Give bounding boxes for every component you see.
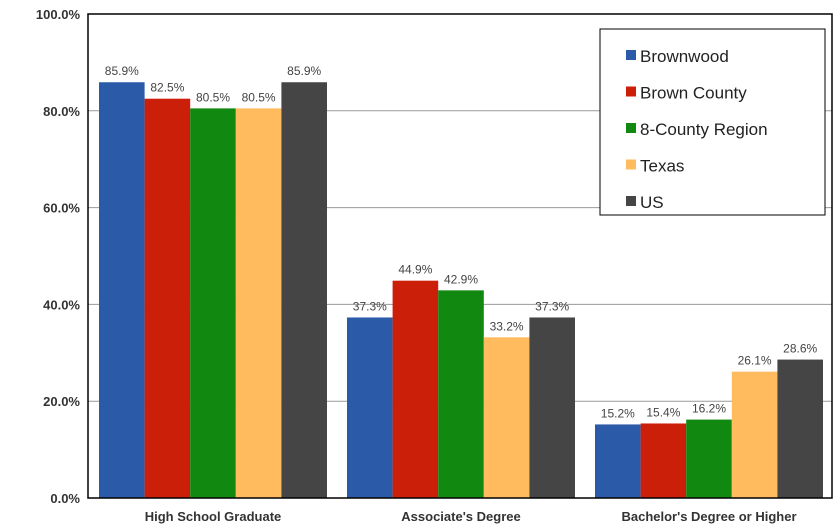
bar [235, 108, 282, 498]
bar [777, 359, 823, 498]
data-label: 44.9% [398, 263, 432, 277]
legend: Brownwood Brown County 8-County Region Texa… [599, 28, 826, 216]
data-label: 16.2% [692, 402, 726, 416]
y-tick-label: 60.0% [43, 201, 80, 216]
legend-swatch [626, 50, 636, 60]
bar [99, 82, 145, 498]
y-tick-label: 100.0% [36, 7, 81, 22]
data-label: 15.4% [646, 405, 680, 419]
bars [99, 82, 823, 498]
bar [392, 280, 439, 498]
bar [640, 423, 687, 498]
legend-swatch [626, 196, 636, 206]
data-label: 37.3% [535, 299, 569, 313]
bar [190, 108, 236, 498]
x-axis-categories: High School Graduate Associate's Degree Ba… [145, 509, 797, 524]
data-label: 15.2% [601, 406, 635, 420]
bar [281, 82, 327, 498]
category-label: Associate's Degree [401, 509, 520, 524]
bar [529, 317, 575, 498]
data-label: 28.6% [783, 342, 817, 356]
legend-box [599, 28, 826, 216]
y-tick-label: 80.0% [43, 104, 80, 119]
bar [438, 290, 484, 498]
category-label: Bachelor's Degree or Higher [621, 509, 796, 524]
y-axis-ticks: 0.0% 20.0% 40.0% 60.0% 80.0% 100.0% [36, 7, 81, 506]
data-label: 80.5% [242, 90, 276, 104]
y-tick-label: 40.0% [43, 297, 80, 312]
plot-frame [87, 13, 833, 499]
bar [347, 317, 393, 498]
legend-label: US [640, 193, 664, 212]
data-label: 42.9% [444, 272, 478, 286]
bar [595, 424, 641, 498]
legend-swatch [626, 86, 636, 97]
legend-label: 8-County Region [640, 120, 768, 139]
data-label: 37.3% [353, 299, 387, 313]
data-label: 33.2% [490, 319, 524, 333]
legend-label: Brownwood [640, 47, 729, 66]
data-labels: 85.9% 82.5% 80.5% 80.5% 85.9% 37.3% 44.9% 42.9%… [105, 64, 818, 420]
legend-label: Brown County [640, 84, 747, 103]
data-label: 85.9% [105, 64, 139, 78]
data-label: 80.5% [196, 90, 230, 104]
legend-swatch [626, 123, 636, 133]
data-label: 26.1% [738, 354, 772, 368]
data-label: 85.9% [287, 64, 321, 78]
bar [144, 98, 191, 498]
bar [483, 337, 530, 498]
data-label: 82.5% [150, 81, 184, 95]
legend-label: Texas [640, 157, 684, 176]
y-tick-label: 20.0% [43, 394, 80, 409]
bar [686, 419, 732, 498]
legend-swatch [626, 159, 636, 170]
y-tick-label: 0.0% [50, 491, 80, 506]
category-label: High School Graduate [145, 509, 282, 524]
bar [731, 371, 778, 498]
